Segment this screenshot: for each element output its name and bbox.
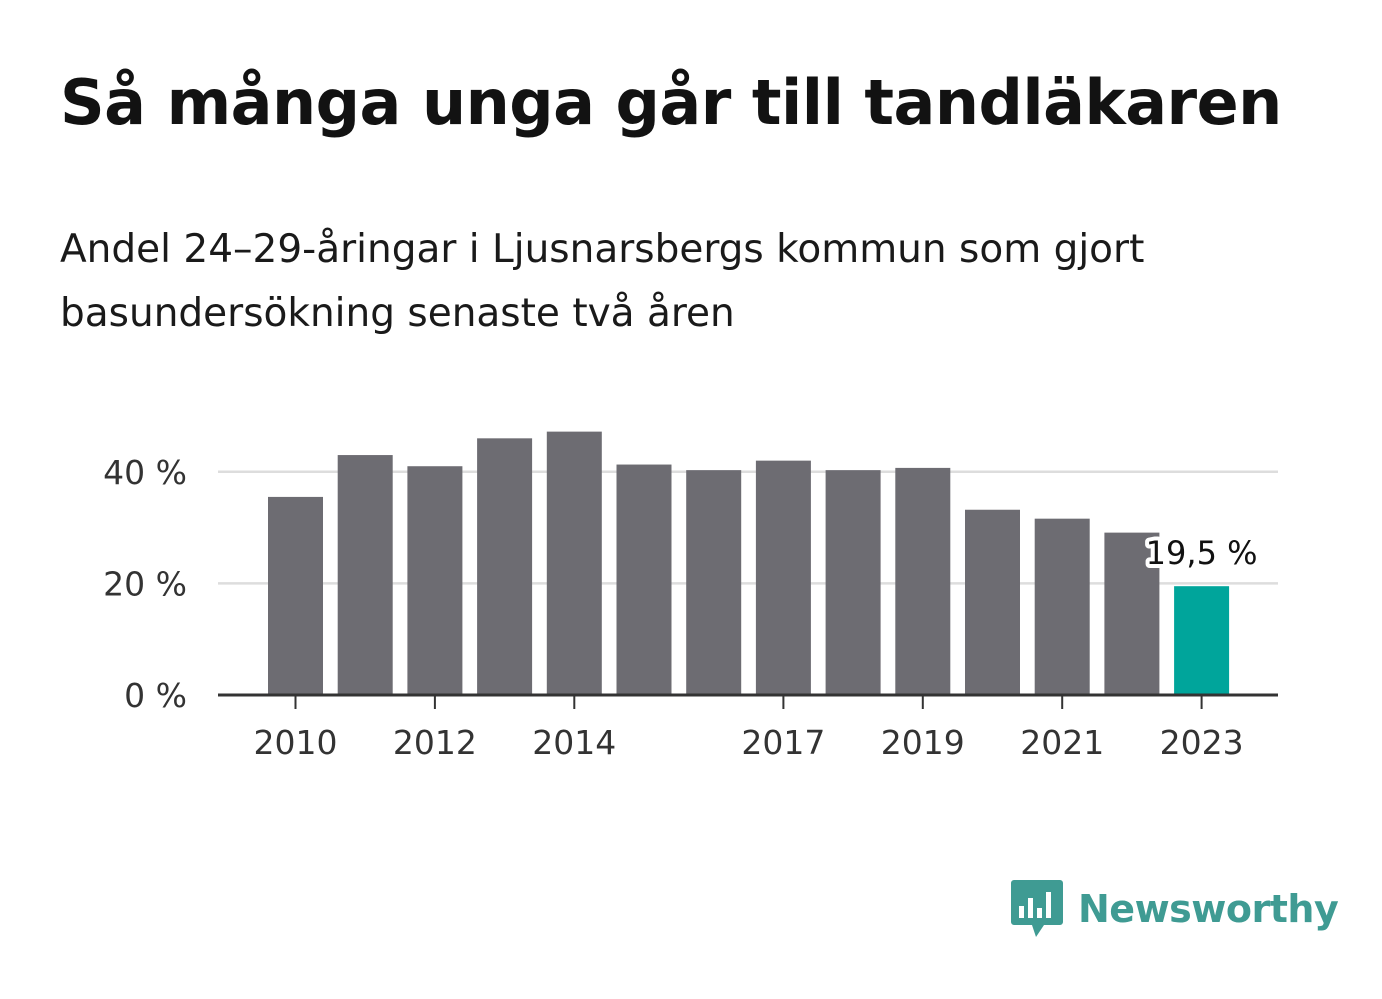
x-tick-label: 2017 <box>741 723 825 762</box>
bar-2019 <box>895 467 951 695</box>
data-label-2023: 19,5 % <box>1146 534 1258 572</box>
bar-2010 <box>268 496 323 695</box>
chart-subtitle: Andel 24–29-åringar i Ljusnarsbergs komm… <box>60 227 1145 336</box>
x-tick-label: 2014 <box>532 723 616 762</box>
bar-2012 <box>407 466 463 695</box>
y-tick-label: 20 % <box>103 564 187 603</box>
bar-2013 <box>477 438 533 695</box>
bar-2016 <box>686 470 742 695</box>
bar-2011 <box>337 455 393 695</box>
y-tick-label: 40 % <box>103 453 187 492</box>
newsworthy-logo-icon <box>1011 880 1063 937</box>
chart-title: Så många unga går till tandläkaren <box>60 66 1282 139</box>
x-tick-label: 2021 <box>1020 723 1104 762</box>
bar-2023 <box>1174 586 1230 695</box>
bar-2017 <box>755 460 811 695</box>
x-tick-label: 2019 <box>881 723 965 762</box>
bar-2018 <box>825 470 881 695</box>
x-tick-label: 2023 <box>1160 723 1244 762</box>
bar-2015 <box>616 464 672 695</box>
bar-2014 <box>546 431 602 695</box>
x-tick-label: 2012 <box>393 723 477 762</box>
brand-name: Newsworthy <box>1078 887 1339 931</box>
bar-2022 <box>1104 532 1160 695</box>
bar-2021 <box>1034 518 1090 695</box>
bar-2020 <box>965 509 1020 695</box>
newsworthy-logo: Newsworthy <box>1010 878 1339 940</box>
y-tick-label: 0 % <box>124 676 187 715</box>
x-tick-label: 2010 <box>254 723 338 762</box>
